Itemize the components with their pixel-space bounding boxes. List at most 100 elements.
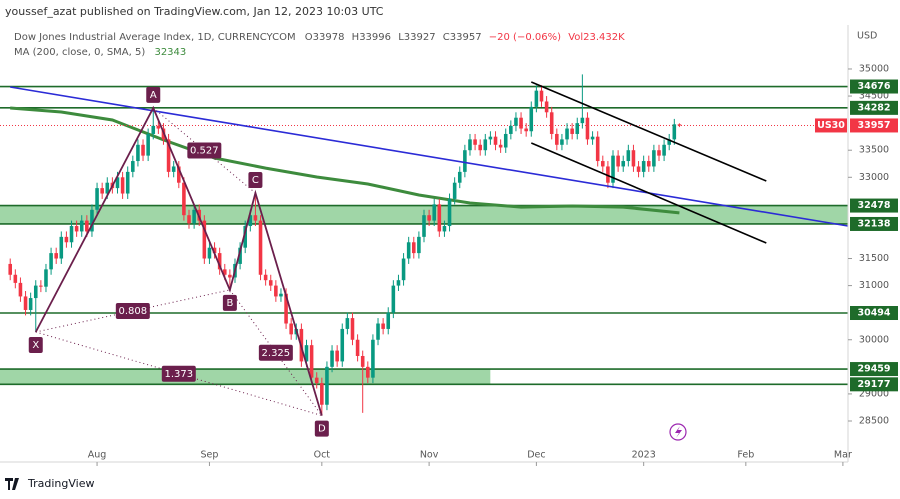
ratio-label: 0.527 (190, 145, 219, 156)
candle-body (468, 139, 472, 151)
candle-body (59, 236, 64, 259)
candle-body (432, 204, 437, 221)
level-tag (850, 377, 898, 392)
candle-body (141, 144, 145, 156)
candle-body (263, 274, 268, 281)
candle-body (39, 285, 43, 287)
candle-body (115, 177, 120, 189)
ohlc-high: H33996 (352, 32, 391, 43)
channel-line (530, 142, 767, 244)
point-box (28, 337, 43, 354)
ratio-box (187, 142, 222, 159)
candle-body (284, 293, 288, 324)
candle-body (621, 161, 626, 167)
candle-body (49, 253, 53, 270)
candle-body (646, 161, 651, 167)
point-label: C (252, 175, 259, 186)
candle-body (105, 182, 110, 194)
candle-body (355, 339, 360, 357)
level-tag (850, 362, 898, 377)
candle-body (187, 215, 191, 224)
footer-logo (5, 478, 19, 490)
candle-body (320, 383, 324, 405)
level-tag-label: 29177 (857, 379, 890, 390)
channel-line (530, 81, 767, 182)
candle-body (85, 220, 89, 232)
candle-body (182, 182, 186, 216)
candle-body (616, 155, 620, 167)
candle-body (125, 171, 130, 194)
candle-body (529, 106, 534, 132)
y-tick-label: 33000 (859, 172, 889, 183)
ohlc-change: −20 (−0.06%) (489, 32, 561, 43)
candle-body (555, 133, 559, 145)
candle-body (309, 345, 314, 378)
candle-body (146, 133, 150, 156)
candle-body (514, 117, 518, 126)
candle-body (662, 144, 666, 156)
currency: USD (857, 31, 877, 42)
ratio-label: 0.808 (118, 306, 147, 317)
ma-name: MA (200, close, 0, SMA, 5) (14, 47, 145, 58)
candle-body (595, 136, 600, 162)
candle-body (427, 215, 431, 221)
candle-body (340, 328, 345, 362)
level-tag-label: 29459 (857, 364, 890, 375)
candle-body (156, 125, 161, 129)
candle-body (463, 150, 467, 172)
candle-body (636, 166, 641, 172)
candle-body (672, 124, 677, 140)
price-tag-label: 33957 (857, 120, 890, 131)
candle-body (74, 226, 79, 232)
candle-body (289, 323, 293, 335)
level-tag-label: 32478 (857, 200, 890, 211)
axes: 28500 29000 30000 31000 31500 33000 33500 34500… (88, 63, 898, 466)
candle-body (253, 215, 258, 221)
candle-body (631, 150, 636, 167)
candle-body (503, 133, 508, 148)
candle-body (304, 345, 309, 362)
candle-body (539, 90, 544, 102)
candle-body (565, 128, 569, 140)
candle-body (677, 124, 682, 126)
candle-body (100, 188, 104, 194)
candle-body (601, 161, 605, 167)
level-tag-label: 34676 (857, 81, 890, 92)
candle-body (386, 312, 391, 329)
candle-body (192, 209, 196, 224)
level-tag-label: 32138 (857, 218, 890, 229)
y-tick-label: 31500 (859, 253, 889, 264)
y-tick-label: 33500 (859, 145, 889, 156)
candle-body (376, 323, 380, 340)
candle-body (136, 144, 140, 162)
candle-body (13, 274, 18, 283)
ma-value: 32343 (154, 47, 186, 58)
candle-body (207, 247, 212, 259)
candle-body (79, 220, 84, 232)
level-tag-label: 34282 (857, 102, 890, 113)
candle-body (641, 161, 646, 172)
candle-body (325, 366, 329, 405)
candle-body (202, 220, 207, 259)
candle-body (330, 350, 334, 367)
candle-body (401, 258, 406, 281)
level-tag (850, 306, 898, 321)
y-tick-label: 29000 (859, 388, 889, 399)
candle-body (360, 356, 365, 367)
ohlc-open: O33978 (305, 32, 345, 43)
candle-body (411, 242, 416, 254)
candle-body (437, 204, 442, 232)
zone (0, 369, 491, 385)
ratio-label: 1.373 (164, 369, 193, 380)
point-box (248, 171, 263, 188)
symbol-tag (815, 118, 847, 133)
plot-area: 0.527 0.808 2.325 1.373 X A B C D (0, 74, 849, 437)
candle-body (28, 298, 33, 310)
symbol-line: Dow Jones Industrial Average Index, 1D, … (14, 32, 625, 43)
candle-body (314, 377, 319, 384)
candle-body (151, 125, 156, 134)
candle-body (131, 161, 135, 172)
candle-body (171, 166, 176, 172)
candle-body (217, 253, 222, 270)
